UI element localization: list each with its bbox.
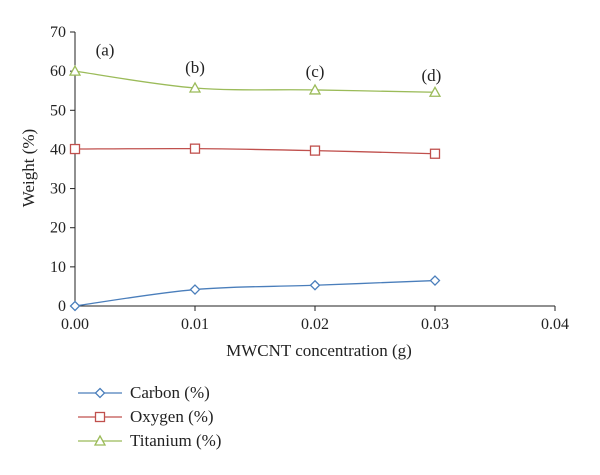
y-tick-label: 30 [50, 181, 66, 198]
annotation-label: (b) [185, 58, 205, 77]
legend-item-carbon: Carbon (%) [78, 383, 210, 402]
titanium-point [68, 64, 82, 76]
titanium-line [74, 70, 436, 93]
oxygen-point [429, 148, 441, 159]
x-axis-title: MWCNT concentration (g) [226, 341, 412, 360]
x-tick-label: 0.00 [61, 316, 89, 333]
legend-item-oxygen: Oxygen (%) [78, 407, 214, 426]
oxygen-line [74, 147, 436, 155]
y-tick-label: 20 [50, 220, 66, 237]
y-tick-label: 40 [50, 141, 66, 158]
annotations: (a) (b) (c) (d) [96, 40, 442, 84]
y-tick-label: 70 [50, 24, 66, 41]
oxygen-series [69, 143, 441, 159]
oxygen-point [309, 145, 321, 156]
carbon-series [69, 275, 441, 312]
legend-marker-titanium [93, 434, 107, 446]
y-axis-title: Weight (%) [19, 129, 38, 207]
annotation-label: (a) [96, 40, 115, 59]
x-tick-label: 0.02 [301, 316, 329, 333]
annotation-label: (d) [421, 66, 441, 85]
carbon-point [189, 284, 201, 295]
legend: Carbon (%) Oxygen (%) Titanium (%) [78, 383, 221, 450]
y-tick-label: 10 [50, 259, 66, 276]
legend-label-carbon: Carbon (%) [130, 383, 210, 402]
titanium-point [308, 83, 322, 95]
legend-item-titanium: Titanium (%) [78, 431, 221, 450]
carbon-point [309, 279, 321, 291]
legend-marker-carbon [94, 387, 106, 399]
x-tick-label: 0.01 [181, 316, 209, 333]
titanium-point [188, 81, 202, 93]
y-tick-label: 0 [58, 298, 66, 315]
x-tick-label: 0.04 [541, 316, 569, 333]
carbon-line [74, 279, 436, 307]
carbon-point [69, 300, 81, 312]
legend-marker-oxygen [94, 411, 106, 423]
series [68, 64, 442, 312]
legend-label-titanium: Titanium (%) [130, 431, 221, 450]
titanium-point [428, 85, 442, 97]
titanium-series [68, 64, 442, 97]
x-tick-label: 0.03 [421, 316, 449, 333]
y-tick-label: 50 [50, 102, 66, 119]
y-tick-label: 60 [50, 63, 66, 80]
legend-label-oxygen: Oxygen (%) [130, 407, 214, 426]
annotation-label: (c) [306, 62, 325, 81]
oxygen-point [69, 143, 81, 155]
oxygen-point [189, 143, 201, 154]
carbon-point [429, 275, 441, 286]
